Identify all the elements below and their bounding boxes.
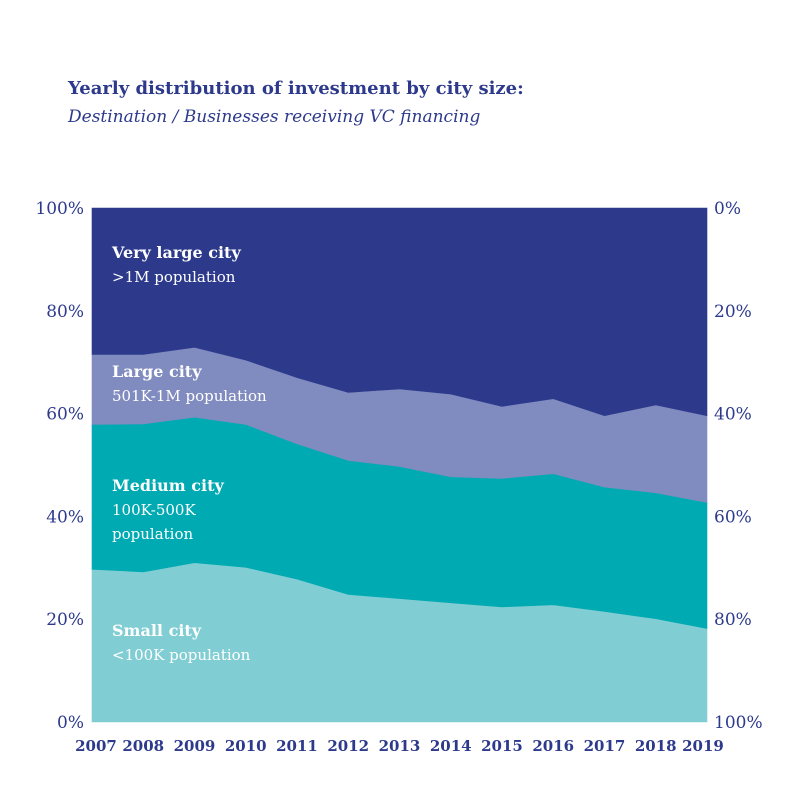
x-axis-tick: 2017 <box>584 737 626 755</box>
x-axis-tick: 2013 <box>379 737 421 755</box>
series-label-very-large-city-sub-1: >1M population <box>112 268 236 286</box>
left-axis-tick: 0% <box>57 713 84 733</box>
right-axis-tick: 80% <box>714 610 752 630</box>
series-label-medium-city: Medium city <box>112 476 225 495</box>
series-label-small-city-sub-1: <100K population <box>112 646 251 664</box>
right-axis-tick: 40% <box>714 405 752 425</box>
x-axis-tick: 2018 <box>635 737 677 755</box>
right-axis-tick: 100% <box>714 713 763 733</box>
x-axis-tick: 2014 <box>430 737 472 755</box>
x-axis-tick: 2007 <box>75 737 117 755</box>
x-axis-tick: 2019 <box>682 737 724 755</box>
left-axis-tick: 60% <box>46 405 84 425</box>
left-axis-tick: 80% <box>46 302 84 322</box>
right-axis-tick: 0% <box>714 199 741 219</box>
area-very-large-city <box>91 207 708 417</box>
series-label-very-large-city: Very large city <box>111 243 241 262</box>
chart-subtitle: Destination / Businesses receiving VC fi… <box>68 107 481 127</box>
right-axis-tick: 60% <box>714 507 752 527</box>
x-axis-tick: 2008 <box>122 737 164 755</box>
left-axis-tick: 100% <box>35 199 84 219</box>
x-axis-tick: 2009 <box>174 737 216 755</box>
x-axis-tick: 2011 <box>276 737 318 755</box>
x-axis-tick: 2010 <box>225 737 267 755</box>
series-label-small-city: Small city <box>112 621 202 640</box>
chart-title: Yearly distribution of investment by cit… <box>68 78 524 99</box>
x-axis-tick: 2015 <box>481 737 523 755</box>
right-axis-tick: 20% <box>714 302 752 322</box>
left-axis-tick: 20% <box>46 610 84 630</box>
x-axis-tick: 2016 <box>532 737 574 755</box>
series-label-large-city-sub-1: 501K-1M population <box>112 387 267 405</box>
series-label-large-city: Large city <box>112 362 202 381</box>
series-label-medium-city-sub-1: 100K-500K <box>112 501 196 519</box>
series-label-medium-city-sub-2: population <box>112 525 193 543</box>
left-axis-tick: 40% <box>46 507 84 527</box>
x-axis-tick: 2012 <box>327 737 369 755</box>
